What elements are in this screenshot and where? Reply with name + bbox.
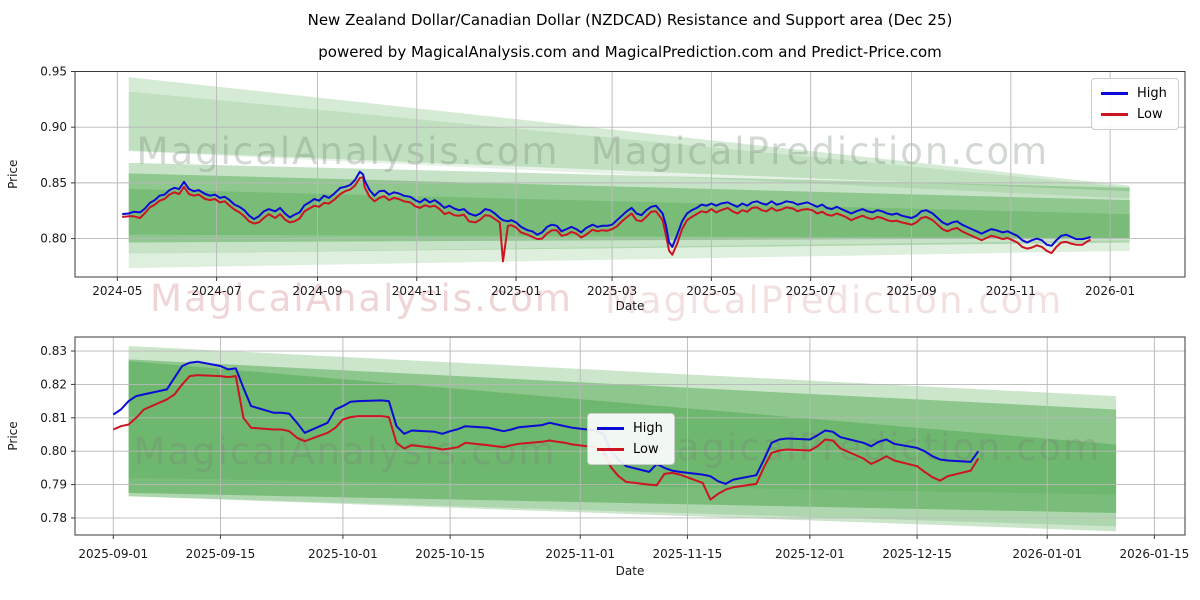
low-line-swatch <box>597 448 624 451</box>
y-tick-label: 0.90 <box>40 120 67 134</box>
x-tick-label: 2024-05 <box>92 284 142 298</box>
x-tick-label: 2025-11 <box>986 284 1036 298</box>
y-tick-label: 0.80 <box>40 444 67 458</box>
chart-subtitle: powered by MagicalAnalysis.com and Magic… <box>318 43 942 61</box>
band-polygon <box>128 189 1130 239</box>
legend-top-chart: High Low <box>1091 78 1179 130</box>
legend-bottom-chart: High Low <box>587 413 675 465</box>
y-axis-label: Price <box>6 160 20 189</box>
x-tick-label: 2025-12-01 <box>775 547 845 561</box>
x-tick-label: 2025-09-01 <box>78 547 148 561</box>
x-tick-label: 2025-10-01 <box>308 547 378 561</box>
y-tick-label: 0.85 <box>40 176 67 190</box>
watermark-magicalprediction-mid: MagicalPrediction.com <box>605 279 1064 322</box>
axis-ticks: 2025-09-01 2025-09-15 2025-10-01 2025-10-15… <box>40 344 1189 561</box>
legend-label-low: Low <box>633 442 659 457</box>
y-tick-label: 0.82 <box>40 377 67 391</box>
legend-item-low: Low <box>1101 107 1167 122</box>
x-axis-label: Date <box>616 299 645 313</box>
y-tick-label: 0.79 <box>40 478 67 492</box>
legend-label-high: High <box>1137 86 1167 101</box>
y-tick-label: 0.95 <box>40 65 67 79</box>
x-axis-label: Date <box>616 564 645 578</box>
plot-border <box>74 71 1186 278</box>
x-tick-label: 2026-01-01 <box>1012 547 1082 561</box>
watermark-magicalanalysis-mid: MagicalAnalysis.com <box>150 277 573 320</box>
chart-long-term: MagicalAnalysis.com MagicalPrediction.com… <box>6 65 1186 313</box>
low-series-line <box>112 374 980 501</box>
low-line-swatch <box>1101 113 1128 116</box>
watermark-text: MagicalPrediction.com <box>591 130 1049 173</box>
chart-title: New Zealand Dollar/Canadian Dollar (NZDC… <box>307 11 953 29</box>
x-tick-label: 2025-10-15 <box>415 547 485 561</box>
legend-item-high: High <box>1101 86 1167 101</box>
series-lines <box>122 170 1092 263</box>
y-axis-label: Price <box>6 421 20 450</box>
x-tick-label: 2024-09 <box>292 284 342 298</box>
y-tick-label: 0.83 <box>40 344 67 358</box>
x-tick-label: 2026-01 <box>1085 284 1135 298</box>
x-tick-label: 2024-11 <box>392 284 442 298</box>
watermark-text: MagicalAnalysis.com <box>137 130 560 173</box>
x-tick-label: 2025-07 <box>786 284 836 298</box>
legend-item-low: Low <box>597 442 663 457</box>
y-tick-label: 0.81 <box>40 411 67 425</box>
x-tick-label: 2024-07 <box>192 284 242 298</box>
x-tick-label: 2025-12-15 <box>882 547 952 561</box>
band-polygon <box>128 240 1130 269</box>
y-tick-label: 0.78 <box>40 511 67 525</box>
gridlines <box>75 71 1185 277</box>
x-tick-label: 2025-09 <box>886 284 936 298</box>
y-tick-label: 0.80 <box>40 232 67 246</box>
x-tick-label: 2025-03 <box>587 284 637 298</box>
x-tick-label: 2025-01 <box>491 284 541 298</box>
x-tick-label: 2025-05 <box>686 284 736 298</box>
band-polygon <box>128 91 1130 199</box>
axis-ticks: 2024-05 2024-07 2024-09 2024-11 2025-01 2025-… <box>40 65 1135 299</box>
x-tick-label: 2025-11-01 <box>545 547 615 561</box>
high-series-line <box>122 170 1091 248</box>
plot-border <box>74 336 1186 536</box>
legend-item-high: High <box>597 421 663 436</box>
band-polygon <box>128 162 1130 254</box>
high-series-line <box>112 360 980 485</box>
high-line-swatch <box>597 427 624 430</box>
legend-label-low: Low <box>1137 107 1163 122</box>
x-tick-label: 2025-09-15 <box>186 547 256 561</box>
band-polygon <box>128 477 1117 527</box>
x-tick-label: 2026-01-15 <box>1120 547 1190 561</box>
legend-label-high: High <box>633 421 663 436</box>
watermark-text: MagicalPrediction.com <box>643 426 1101 469</box>
high-line-swatch <box>1101 92 1128 95</box>
x-tick-label: 2025-11-15 <box>653 547 723 561</box>
low-series-line <box>122 176 1092 263</box>
series-lines <box>112 360 980 501</box>
band-polygon <box>128 77 1130 192</box>
